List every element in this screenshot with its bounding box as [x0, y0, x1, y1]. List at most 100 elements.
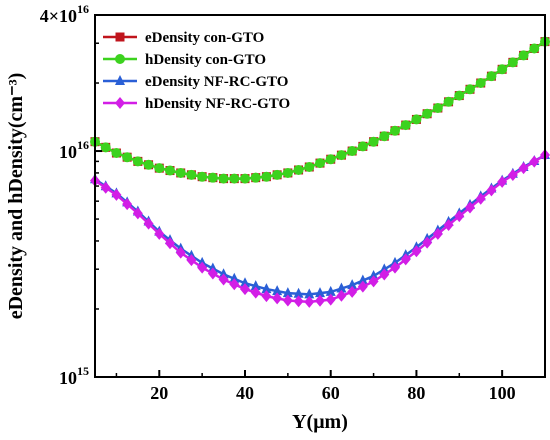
- data-point: [240, 283, 250, 296]
- data-point-interp: [336, 282, 347, 293]
- legend-item: eDensity NF-RC-GTO: [103, 74, 288, 90]
- data-point: [261, 171, 272, 182]
- y-ticks: 1015 1016 4×1016: [40, 2, 102, 388]
- data-point: [325, 154, 336, 165]
- legend-marker: [115, 54, 125, 64]
- legend-marker: [115, 97, 125, 109]
- data-point-interp: [400, 253, 411, 266]
- data-point: [475, 192, 486, 205]
- data-point-interp: [272, 169, 283, 180]
- data-point-interp: [315, 158, 325, 169]
- series-layer: [90, 36, 550, 308]
- legend-label: eDensity NF-RC-GTO: [145, 74, 288, 90]
- data-point-interp: [229, 173, 240, 184]
- data-point-interp: [529, 155, 540, 168]
- data-point: [240, 277, 250, 288]
- data-point: [325, 285, 336, 296]
- data-point: [218, 273, 229, 286]
- data-point: [240, 173, 250, 184]
- x-tick-label: 100: [489, 383, 516, 403]
- data-point: [304, 161, 315, 172]
- data-point: [304, 288, 315, 299]
- y-tick-label: 1015: [59, 364, 89, 388]
- data-point: [197, 171, 208, 182]
- data-point-interp: [422, 236, 433, 249]
- data-point-interp: [100, 181, 111, 194]
- data-point: [111, 148, 122, 159]
- data-point-interp: [122, 198, 133, 211]
- data-point-interp: [229, 272, 240, 283]
- data-point: [282, 287, 293, 298]
- data-point: [347, 285, 358, 298]
- data-point-interp: [122, 152, 133, 163]
- data-point-interp: [486, 184, 497, 197]
- data-point: [347, 279, 358, 290]
- data-point: [261, 283, 272, 294]
- legend-item: eDensity con-GTO: [103, 30, 264, 46]
- data-point-interp: [165, 165, 175, 176]
- data-point: [111, 188, 122, 201]
- data-point: [154, 227, 165, 240]
- data-point-interp: [143, 217, 154, 230]
- x-axis-title: Y(μm): [292, 411, 348, 433]
- data-point-interp: [272, 285, 283, 296]
- x-ticks: 20 40 60 80 100: [115, 370, 546, 403]
- data-point-interp: [165, 237, 175, 250]
- data-point-interp: [250, 280, 261, 291]
- data-point: [454, 90, 465, 101]
- series-1: [90, 36, 550, 184]
- data-point-interp: [529, 43, 540, 54]
- data-point-interp: [272, 292, 283, 305]
- data-point-interp: [207, 267, 218, 280]
- data-point-interp: [443, 96, 454, 107]
- data-point-interp: [357, 141, 368, 152]
- x-tick-label: 80: [407, 383, 425, 403]
- data-point: [175, 246, 186, 259]
- plot-frame: [94, 14, 546, 378]
- data-point-interp: [229, 278, 240, 291]
- data-point-interp: [293, 295, 304, 308]
- data-point: [282, 294, 293, 307]
- data-point: [432, 103, 443, 114]
- data-point-interp: [293, 164, 304, 175]
- data-point: [325, 293, 336, 306]
- data-point-interp: [207, 262, 218, 273]
- data-point: [218, 173, 229, 184]
- data-point-interp: [465, 201, 475, 214]
- series-line: [94, 153, 546, 304]
- data-point: [304, 295, 315, 308]
- legend-marker: [115, 75, 125, 85]
- x-tick-label: 60: [322, 383, 340, 403]
- series-line: [94, 153, 546, 296]
- data-point-interp: [143, 159, 154, 170]
- series-3: [90, 149, 550, 308]
- data-point: [368, 136, 379, 147]
- data-point-interp: [207, 172, 218, 183]
- data-point: [497, 64, 508, 75]
- data-point-interp: [507, 57, 518, 68]
- data-point-interp: [293, 287, 304, 298]
- data-point: [282, 167, 293, 178]
- data-point-interp: [315, 287, 325, 298]
- data-point-interp: [379, 131, 390, 142]
- legend-marker: [115, 32, 125, 42]
- data-point-interp: [336, 150, 347, 161]
- data-point-interp: [336, 289, 347, 302]
- data-point: [390, 125, 400, 136]
- data-point: [368, 269, 379, 280]
- data-point-interp: [443, 219, 454, 232]
- data-point: [411, 245, 422, 258]
- y-axis-title: eDensity and hDensity(cm⁻³): [5, 73, 27, 320]
- data-point: [518, 162, 529, 175]
- data-point: [432, 227, 443, 240]
- x-tick-label: 20: [150, 383, 168, 403]
- legend: eDensity con-GTO hDensity con-GTO eDensity…: [103, 30, 290, 112]
- data-point: [411, 114, 422, 125]
- legend-label: hDensity con-GTO: [145, 52, 266, 68]
- data-point-interp: [379, 268, 390, 281]
- y-tick-label: 4×1016: [40, 2, 89, 26]
- data-point-interp: [315, 294, 325, 307]
- data-point-interp: [250, 172, 261, 183]
- data-point-interp: [507, 169, 518, 182]
